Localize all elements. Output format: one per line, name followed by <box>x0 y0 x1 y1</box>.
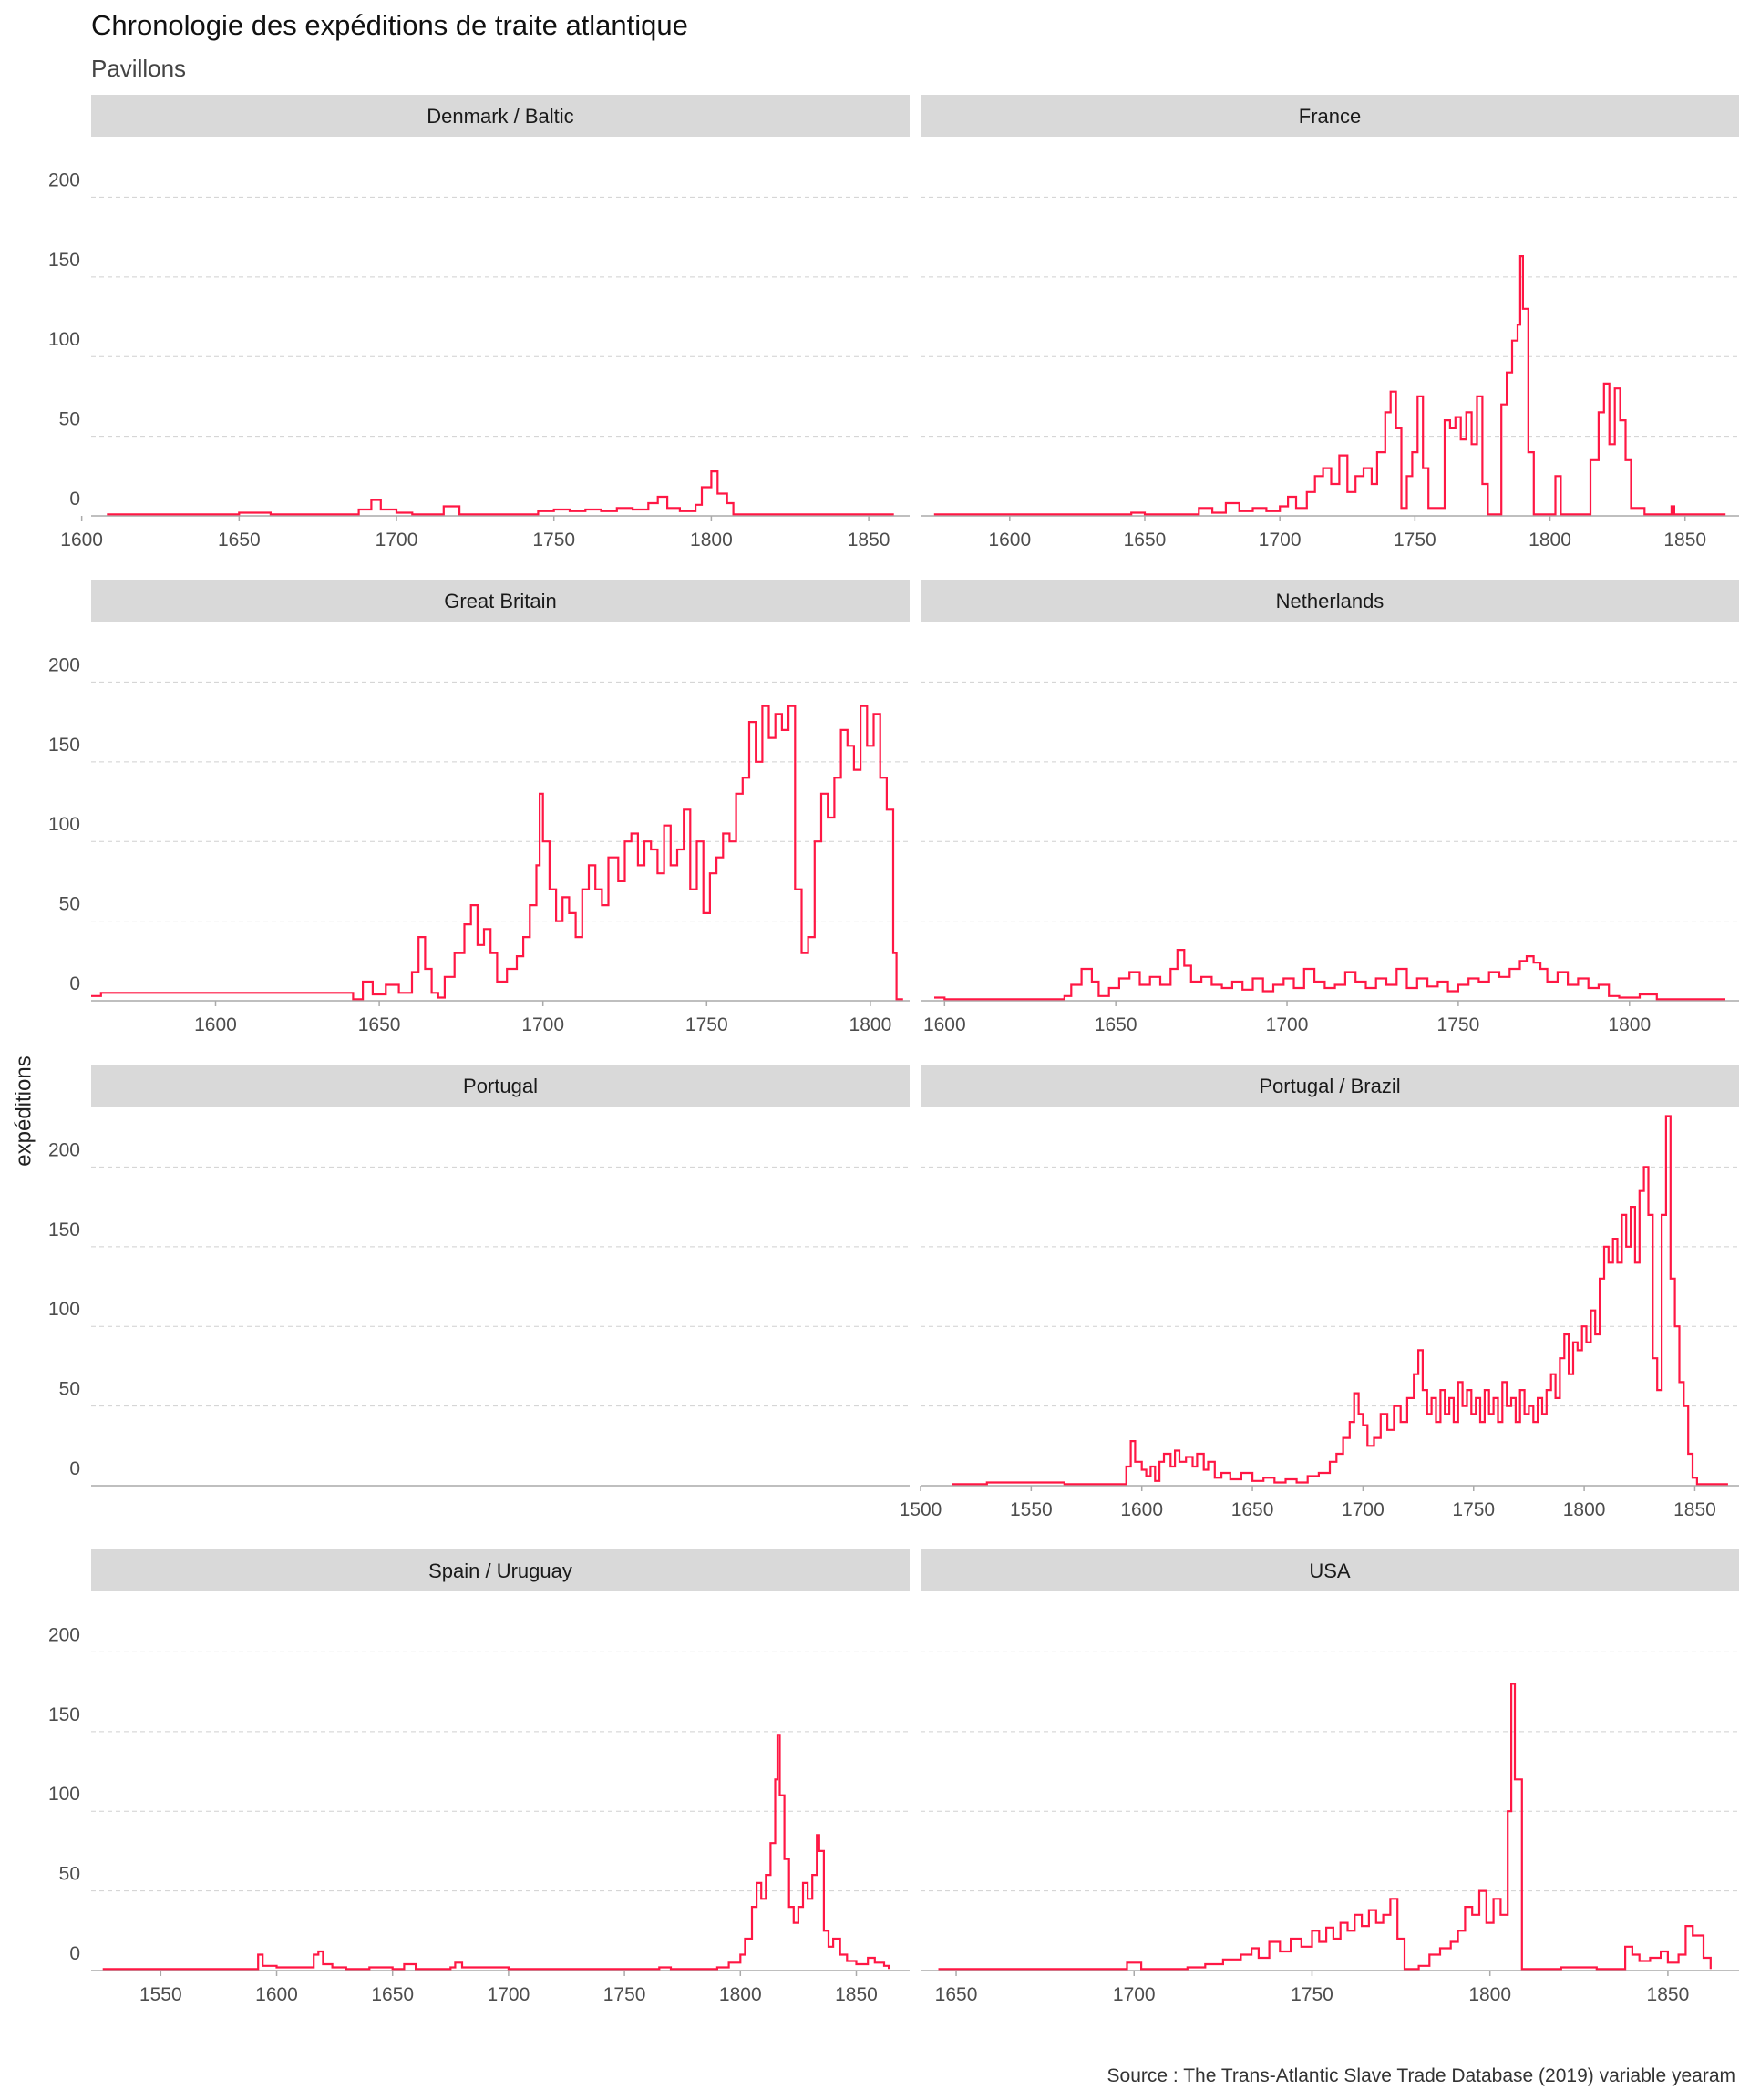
x-tick-label: 1650 <box>358 1014 401 1035</box>
x-tick-label: 1650 <box>1095 1014 1138 1035</box>
x-tick-label: 1750 <box>1452 1499 1495 1520</box>
x-tick-label: 1800 <box>1529 530 1571 551</box>
x-tick-label: 1700 <box>521 1014 564 1035</box>
y-tick-label: 100 <box>48 814 80 835</box>
chart-title: Chronologie des expéditions de traite at… <box>91 9 688 41</box>
x-tick-label: 1750 <box>685 1014 728 1035</box>
x-tick-label: 1600 <box>255 1984 298 2005</box>
x-tick-label: 1700 <box>1266 1014 1309 1035</box>
facet-strip-label: Spain / Uruguay <box>428 1560 572 1582</box>
x-tick-label: 1550 <box>1010 1499 1053 1520</box>
y-tick-label: 50 <box>59 1379 80 1400</box>
series-line <box>934 949 1725 1001</box>
series-line <box>952 1115 1728 1486</box>
x-tick-label: 1700 <box>1342 1499 1385 1520</box>
facet-strip <box>91 1065 910 1107</box>
chart-subtitle: Pavillons <box>91 55 187 82</box>
x-tick-label: 1600 <box>923 1014 966 1035</box>
facet-strip-label: Denmark / Baltic <box>427 105 573 128</box>
facet-strip-label: USA <box>1309 1560 1351 1582</box>
facet-strip-label: Portugal <box>463 1075 538 1097</box>
y-tick-label: 50 <box>59 1864 80 1885</box>
facet-strip <box>91 580 910 622</box>
x-tick-label: 1700 <box>488 1984 530 2005</box>
x-tick-label: 1600 <box>60 530 103 551</box>
x-tick-label: 1650 <box>371 1984 414 2005</box>
series-line <box>938 1683 1712 1971</box>
y-tick-label: 200 <box>48 1624 80 1645</box>
y-tick-label: 0 <box>69 489 80 510</box>
x-tick-label: 1500 <box>900 1499 942 1520</box>
x-tick-label: 1800 <box>849 1014 892 1035</box>
facet-strip-label: Portugal / Brazil <box>1259 1075 1400 1097</box>
x-tick-label: 1750 <box>1291 1984 1333 2005</box>
y-tick-label: 200 <box>48 170 80 190</box>
x-tick-label: 1650 <box>1124 530 1167 551</box>
y-tick-label: 150 <box>48 250 80 271</box>
x-tick-label: 1800 <box>1468 1984 1511 2005</box>
x-tick-label: 1600 <box>988 530 1031 551</box>
x-tick-label: 1550 <box>139 1984 182 2005</box>
facet-strip-label: Great Britain <box>444 590 557 612</box>
facet-strip-label: France <box>1299 105 1361 128</box>
x-tick-label: 1800 <box>690 530 733 551</box>
y-tick-label: 0 <box>69 1943 80 1964</box>
x-tick-label: 1850 <box>1663 530 1706 551</box>
x-tick-label: 1700 <box>1259 530 1302 551</box>
facet-strip <box>921 95 1739 137</box>
x-tick-label: 1650 <box>1231 1499 1274 1520</box>
x-tick-label: 1850 <box>835 1984 878 2005</box>
x-tick-label: 1750 <box>1437 1014 1480 1035</box>
x-tick-label: 1800 <box>1563 1499 1606 1520</box>
source-caption: Source : The Trans-Atlantic Slave Trade … <box>1107 2065 1735 2086</box>
x-tick-label: 1750 <box>532 530 575 551</box>
x-tick-label: 1650 <box>218 530 261 551</box>
facet-strip <box>921 580 1739 622</box>
facet-strip <box>91 95 910 137</box>
series-line <box>933 255 1726 516</box>
x-tick-label: 1850 <box>848 530 890 551</box>
y-tick-label: 50 <box>59 409 80 430</box>
x-tick-label: 1700 <box>1113 1984 1156 2005</box>
facet-strip <box>921 1065 1739 1107</box>
y-tick-label: 0 <box>69 1458 80 1479</box>
facet-strip <box>91 1549 910 1591</box>
x-tick-label: 1700 <box>376 530 418 551</box>
y-tick-label: 150 <box>48 735 80 756</box>
x-tick-label: 1800 <box>719 1984 762 2005</box>
facet-strip-label: Netherlands <box>1276 590 1385 612</box>
y-tick-label: 100 <box>48 329 80 350</box>
series-line <box>91 705 903 1001</box>
y-tick-label: 100 <box>48 1299 80 1320</box>
y-tick-label: 100 <box>48 1784 80 1805</box>
y-tick-label: 200 <box>48 654 80 675</box>
y-tick-label: 50 <box>59 894 80 915</box>
series-line <box>107 470 894 516</box>
facet-strip <box>921 1549 1739 1591</box>
x-tick-label: 1850 <box>1673 1499 1716 1520</box>
y-tick-label: 200 <box>48 1139 80 1160</box>
x-tick-label: 1850 <box>1647 1984 1690 2005</box>
series-line <box>102 1734 890 1971</box>
x-tick-label: 1600 <box>1120 1499 1163 1520</box>
y-tick-label: 150 <box>48 1704 80 1725</box>
y-tick-label: 150 <box>48 1220 80 1240</box>
x-tick-label: 1750 <box>603 1984 646 2005</box>
x-tick-label: 1600 <box>194 1014 237 1035</box>
x-tick-label: 1750 <box>1394 530 1436 551</box>
x-tick-label: 1650 <box>935 1984 978 2005</box>
y-tick-label: 0 <box>69 973 80 994</box>
x-tick-label: 1800 <box>1608 1014 1651 1035</box>
